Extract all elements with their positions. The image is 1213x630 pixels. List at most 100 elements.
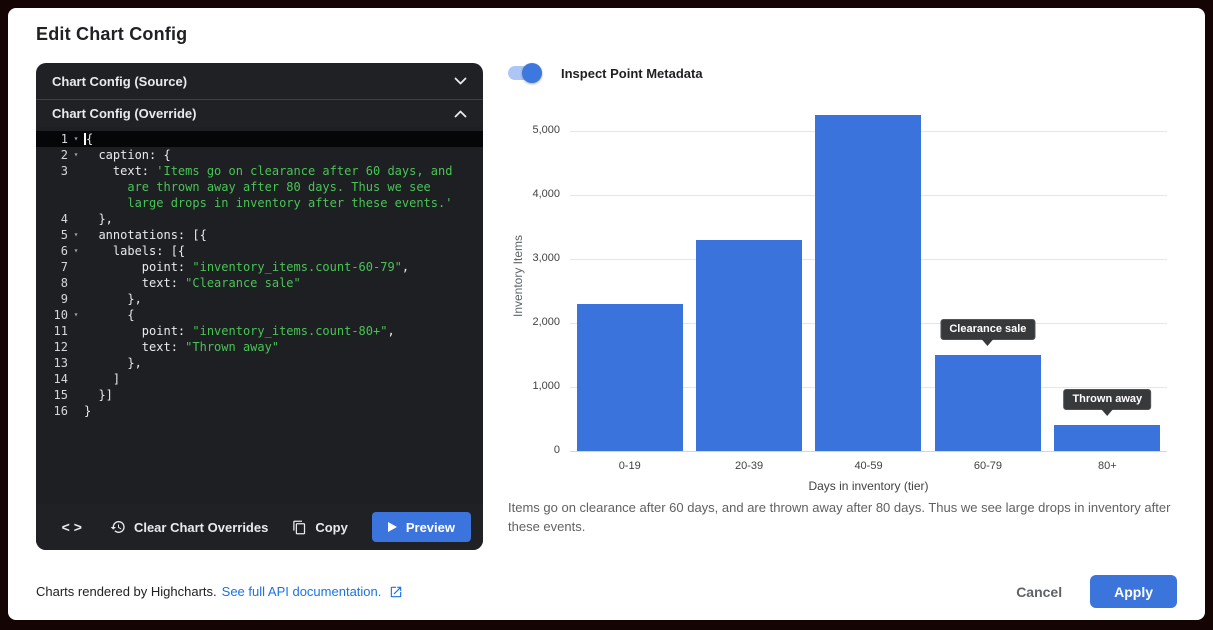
code-line[interactable]: are thrown away after 80 days. Thus we s… bbox=[36, 179, 483, 195]
chart-config-panel: Chart Config (Source) Chart Config (Over… bbox=[36, 63, 483, 550]
x-tick-label: 80+ bbox=[1097, 460, 1117, 472]
code-token: annotations: [{ bbox=[84, 228, 207, 242]
toggle-label: Inspect Point Metadata bbox=[561, 65, 703, 81]
code-string: "Thrown away" bbox=[185, 340, 280, 354]
chart-caption: Items go on clearance after 60 days, and… bbox=[508, 500, 1171, 534]
code-string: "Clearance sale" bbox=[185, 276, 301, 290]
code-editor[interactable]: 1 ▾{2 ▾ caption: {3 text: 'Items go on cle… bbox=[36, 127, 483, 504]
bar[interactable] bbox=[696, 240, 803, 451]
line-number: 11 bbox=[53, 324, 68, 338]
code-text: text: "Clearance sale" bbox=[84, 275, 301, 291]
code-line[interactable]: 15 }] bbox=[36, 387, 483, 403]
preview-button[interactable]: Preview bbox=[371, 512, 471, 542]
section-override-label: Chart Config (Override) bbox=[52, 106, 197, 121]
copy-label: Copy bbox=[315, 519, 348, 535]
fold-arrow-icon[interactable]: ▾ bbox=[73, 150, 79, 159]
code-token: ] bbox=[84, 372, 121, 386]
fold-arrow-icon[interactable]: ▾ bbox=[73, 134, 79, 143]
code-text: }] bbox=[84, 387, 113, 403]
fold-arrow-icon[interactable]: ▾ bbox=[73, 310, 79, 319]
code-text: text: "Thrown away" bbox=[84, 339, 279, 355]
code-text: labels: [{ bbox=[84, 243, 185, 259]
code-text: }, bbox=[84, 291, 141, 307]
fold-arrow-icon[interactable]: ▾ bbox=[73, 246, 79, 255]
code-line[interactable]: 8 text: "Clearance sale" bbox=[36, 275, 483, 291]
api-documentation-link[interactable]: See full API documentation. bbox=[221, 584, 382, 599]
section-chart-config-override[interactable]: Chart Config (Override) bbox=[36, 99, 483, 127]
chevron-up-icon[interactable] bbox=[454, 110, 467, 118]
y-tick-label: 0 bbox=[553, 444, 560, 456]
code-text: }, bbox=[84, 211, 113, 227]
x-tick-label: 0-19 bbox=[618, 460, 641, 472]
code-line[interactable]: 3 text: 'Items go on clearance after 60 … bbox=[36, 163, 483, 179]
play-icon bbox=[387, 522, 397, 532]
inspect-point-metadata-toggle[interactable] bbox=[508, 63, 542, 83]
code-line[interactable]: 12 text: "Thrown away" bbox=[36, 339, 483, 355]
clear-chart-overrides-button[interactable]: Clear Chart Overrides bbox=[110, 519, 268, 535]
annotation-label[interactable]: Clearance sale bbox=[940, 319, 1036, 340]
fold-arrow-icon[interactable]: ▾ bbox=[73, 230, 79, 239]
copy-icon bbox=[292, 520, 307, 535]
line-number: 10 bbox=[53, 308, 68, 322]
code-token: , bbox=[387, 324, 395, 338]
code-line[interactable]: 2 ▾ caption: { bbox=[36, 147, 483, 163]
section-chart-config-source[interactable]: Chart Config (Source) bbox=[36, 63, 483, 99]
page-title: Edit Chart Config bbox=[36, 24, 188, 44]
bar[interactable] bbox=[1054, 425, 1161, 451]
dialog-content: Chart Config (Source) Chart Config (Over… bbox=[36, 63, 1177, 550]
code-text: point: "inventory_items.count-80+", bbox=[84, 323, 395, 339]
line-number: 13 bbox=[53, 356, 68, 370]
chevron-down-icon[interactable] bbox=[454, 77, 467, 85]
code-token: labels: [{ bbox=[84, 244, 186, 258]
code-token: }, bbox=[84, 212, 113, 226]
code-string: large drops in inventory after these eve… bbox=[84, 196, 453, 210]
apply-button[interactable]: Apply bbox=[1090, 575, 1177, 608]
code-text: text: 'Items go on clearance after 60 da… bbox=[84, 163, 453, 179]
code-line[interactable]: 11 point: "inventory_items.count-80+", bbox=[36, 323, 483, 339]
y-tick-label: 1,000 bbox=[532, 380, 560, 392]
code-line[interactable]: 13 }, bbox=[36, 355, 483, 371]
code-line[interactable]: 4 }, bbox=[36, 211, 483, 227]
code-text: caption: { bbox=[84, 147, 171, 163]
chart-preview-panel: Inspect Point Metadata Inventory Items 0… bbox=[483, 63, 1177, 550]
rendered-by-text: Charts rendered by Highcharts. bbox=[36, 584, 217, 599]
line-number: 4 bbox=[60, 212, 68, 226]
code-text: point: "inventory_items.count-60-79", bbox=[84, 259, 409, 275]
bar[interactable] bbox=[576, 304, 683, 451]
x-axis-line bbox=[570, 451, 1167, 452]
plot-area bbox=[570, 99, 1167, 452]
code-token: }] bbox=[84, 388, 113, 402]
code-line[interactable]: large drops in inventory after these eve… bbox=[36, 195, 483, 211]
preview-label: Preview bbox=[405, 519, 455, 535]
external-link-icon[interactable] bbox=[389, 585, 403, 599]
bar[interactable] bbox=[934, 355, 1041, 451]
editor-toolbar: <> Clear Chart Overrides Copy Preview bbox=[36, 504, 483, 550]
code-token: text: bbox=[84, 276, 186, 290]
line-number: 5 bbox=[60, 228, 68, 242]
toggle-knob bbox=[522, 63, 542, 83]
cancel-button[interactable]: Cancel bbox=[1016, 583, 1063, 600]
code-line[interactable]: 7 point: "inventory_items.count-60-79", bbox=[36, 259, 483, 275]
code-line[interactable]: 10 ▾ { bbox=[36, 307, 483, 323]
bar[interactable] bbox=[815, 115, 922, 451]
code-line[interactable]: 5 ▾ annotations: [{ bbox=[36, 227, 483, 243]
code-line[interactable]: 6 ▾ labels: [{ bbox=[36, 243, 483, 259]
annotation-label[interactable]: Thrown away bbox=[1063, 389, 1152, 411]
code-icon[interactable]: <> bbox=[61, 519, 86, 535]
code-token: caption: { bbox=[84, 148, 171, 162]
edit-chart-config-dialog: Edit Chart Config Chart Config (Source) … bbox=[8, 8, 1205, 620]
footer-actions: Cancel Apply bbox=[1016, 575, 1177, 608]
line-number: 16 bbox=[53, 404, 68, 418]
code-line[interactable]: 16} bbox=[36, 403, 483, 419]
code-token: { bbox=[84, 308, 135, 322]
code-text: { bbox=[84, 307, 135, 323]
code-token: }, bbox=[84, 356, 142, 370]
code-line[interactable]: 1 ▾ { bbox=[36, 131, 483, 147]
code-line[interactable]: 9 }, bbox=[36, 291, 483, 307]
code-line[interactable]: 14 ] bbox=[36, 371, 483, 387]
x-axis-title: Days in inventory (tier) bbox=[808, 479, 929, 493]
y-tick-label: 3,000 bbox=[532, 252, 560, 264]
line-number: 2 bbox=[60, 148, 68, 162]
copy-button[interactable]: Copy bbox=[292, 520, 348, 535]
clear-overrides-label: Clear Chart Overrides bbox=[133, 519, 269, 535]
